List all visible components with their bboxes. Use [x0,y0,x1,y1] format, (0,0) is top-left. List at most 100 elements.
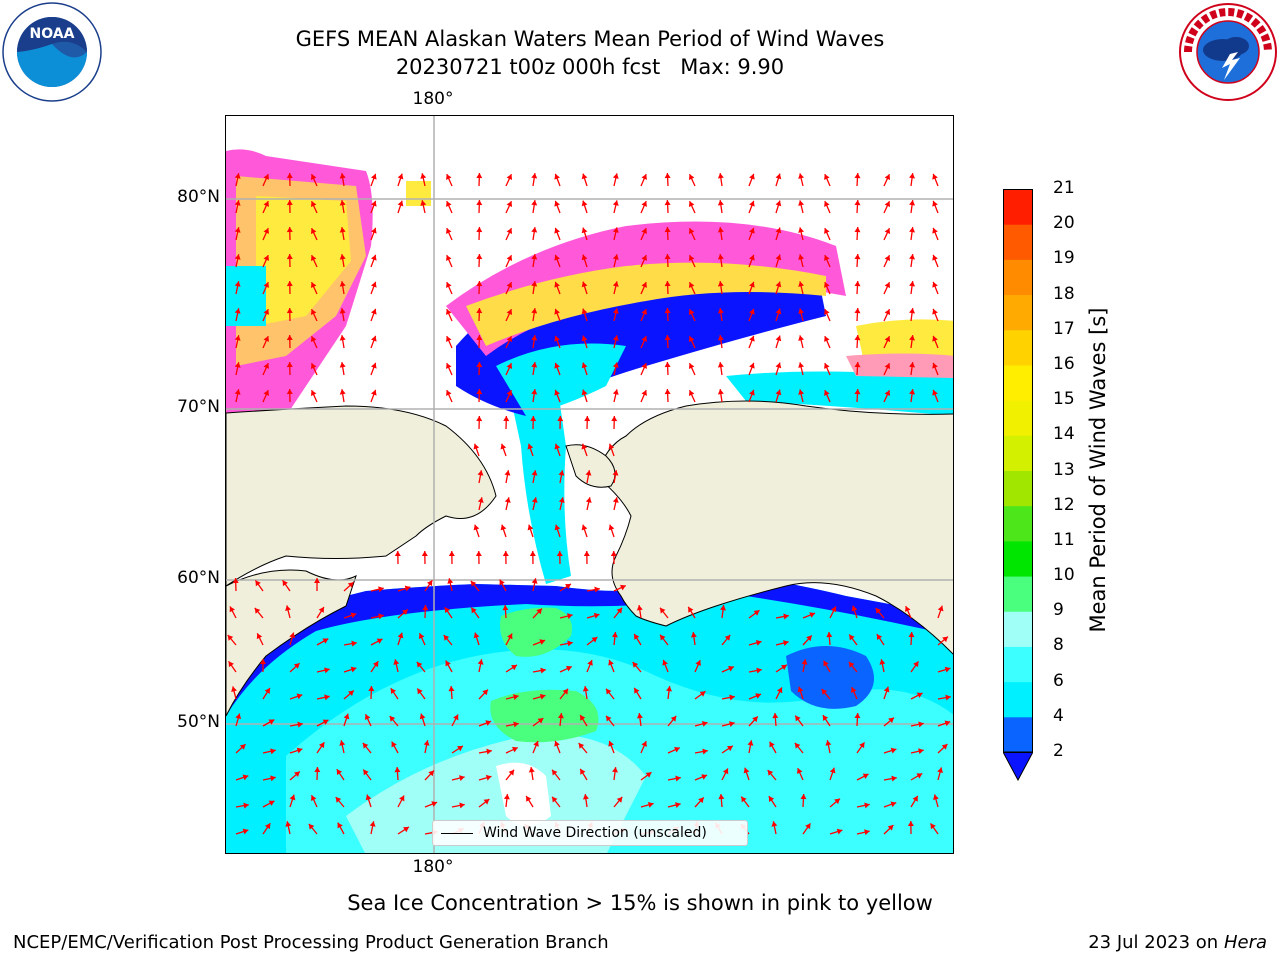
wave-arrow-head [932,254,938,261]
wave-arrow-head [608,443,615,450]
wave-arrow-head [749,254,755,261]
wave-arrow-head [506,228,513,234]
wave-arrow-head [717,362,724,368]
wave-arrow-head [428,770,434,777]
wave-arrow-head [310,255,317,261]
colorbar-segment [1003,364,1033,401]
colorbar-tick-label: 21 [1053,178,1075,198]
wave-arrow-head [610,551,617,557]
wave-arrow-head [314,578,321,584]
wave-arrow-head [581,362,588,369]
wave-arrow-head [234,335,241,341]
wave-arrow-head [749,335,755,342]
wave-arrow-head [854,200,861,206]
wave-arrow-head [717,200,724,206]
wave-arrow-head [826,632,833,638]
wave-arrow-head [587,659,593,666]
colorbar-segment [1003,329,1033,366]
wave-arrow-head [775,281,782,288]
wave-arrow-head [606,715,612,722]
wave-arrow-head [688,174,695,181]
colorbar-tick-label: 16 [1053,353,1075,374]
colorbar-tick-label: 4 [1053,705,1064,726]
wave-arrow-head [612,281,619,287]
colorbar [1003,189,1033,781]
wave-arrow-head [502,605,509,611]
lat-label-50: 50°N [177,712,220,732]
wave-arrow-head [531,335,538,341]
footer-date: 23 Jul 2023 on Hera [1088,932,1267,953]
wave-arrow-head [884,174,891,181]
colorbar-label: Mean Period of Wind Waves [s] [1086,307,1110,633]
wave-arrow-head [749,200,755,207]
graticule [226,116,953,853]
wave-arrow-head [904,606,911,612]
wave-arrow-head [526,795,532,802]
wave-arrow-head [912,795,918,802]
wave-arrow-head [698,797,704,804]
wave-arrow-head [695,660,701,666]
footer-date-text: 23 Jul 2023 on [1088,932,1224,953]
wave-arrow-head [567,613,573,619]
footer-machine: Hera [1223,932,1267,953]
wave-arrow-head [554,524,561,531]
wave-arrow-head [771,821,778,827]
wave-arrow-head [775,362,782,369]
wave-arrow-head [399,795,405,802]
wave-arrow-head [285,605,291,611]
wave-arrow-head [322,719,329,725]
wave-arrow-head [944,720,951,727]
wave-arrow-head [554,281,560,288]
wave-arrow-head [319,742,325,749]
wave-arrow-head [608,524,615,531]
wave-arrow-head [531,200,538,206]
wave-arrow-head [417,688,423,695]
wave-arrow-head [402,609,408,616]
colorbar-tick-label: 19 [1053,248,1075,269]
wave-arrow-head [531,281,538,287]
colorbar-tick-label: 9 [1053,600,1064,621]
wave-arrow-head [504,470,511,476]
wave-arrow-head [890,801,897,808]
wave-arrow-head [909,335,916,341]
wave-arrow-head [552,796,558,803]
wave-arrow-head [476,416,483,422]
wave-arrow-head [581,227,588,234]
wave-arrow-head [347,582,354,588]
wave-arrow-head [322,638,329,644]
wave-arrow-head [234,200,241,206]
wave-arrow-head [371,281,377,288]
wave-arrow-head [310,228,317,234]
wave-arrow-head [446,309,452,315]
wave-arrow-head [506,282,513,288]
wave-arrow-head [884,282,891,289]
wave-arrow-head [854,713,861,719]
wave-arrow-head [371,173,377,180]
wave-arrow-head [884,309,891,316]
wave-arrow-head [337,822,343,829]
colorbar-segment [1003,505,1033,542]
wave-arrow-head [371,389,377,396]
wave-arrow-head [862,773,869,780]
wave-arrow-head [285,821,292,827]
wave-arrow-head [448,551,455,557]
wave-arrow-head [446,336,452,342]
wave-arrow-head [688,309,695,316]
wave-arrow-head [741,796,747,803]
wave-arrow-head [397,632,404,639]
wave-arrow-head [310,282,317,288]
wave-arrow-head [909,281,916,287]
wave-arrow-head [909,308,916,314]
wave-arrow-head [446,390,452,396]
wave-arrow-head [265,823,271,830]
colorbar-under-arrow [1003,751,1033,781]
wave-arrow-head [286,254,293,260]
wave-arrow-head [403,826,409,833]
wave-arrow-head [242,774,249,781]
wave-arrow-head [582,794,589,800]
wave-arrow-head [476,227,483,233]
wave-arrow-head [565,665,572,672]
wave-arrow-head [781,664,787,671]
wave-arrow-head [389,716,396,722]
wave-arrow-head [416,661,423,668]
